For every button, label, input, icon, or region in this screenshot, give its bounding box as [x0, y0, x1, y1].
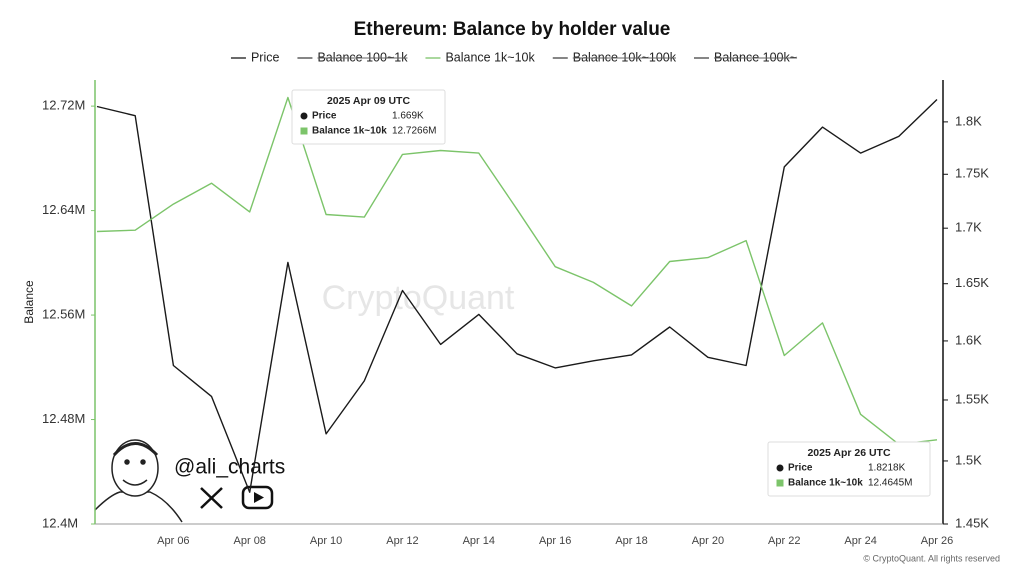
youtube-icon	[241, 485, 274, 510]
x-tick-label: Apr 10	[310, 535, 342, 547]
tooltip-label: Balance 1k~10k	[788, 478, 863, 489]
tooltip-label: Balance 1k~10k	[312, 126, 387, 137]
x-tick-label: Apr 26	[921, 535, 953, 547]
series-line	[96, 96, 938, 445]
chart-title: Ethereum: Balance by holder value	[354, 19, 671, 40]
y-tick-label: 12.4M	[42, 515, 78, 530]
tooltip: 2025 Apr 26 UTC Price 1.8218K Balance 1k~10…	[767, 441, 931, 497]
tooltip-marker	[300, 112, 308, 120]
legend-label: Price	[251, 50, 280, 64]
x-tick-label: Apr 06	[157, 535, 189, 547]
avatar	[94, 439, 183, 523]
y-axis-label: Balance	[22, 280, 36, 324]
x-tick-label: Apr 14	[463, 535, 495, 547]
copyright: © CryptoQuant. All rights reserved	[863, 553, 1000, 563]
x-icon	[200, 487, 223, 509]
tooltip-value: 12.7266M	[392, 126, 436, 137]
tooltip-marker	[776, 464, 784, 472]
x-tick-label: Apr 22	[768, 535, 800, 547]
x-tick-label: Apr 18	[615, 535, 647, 547]
tooltip-value: 12.4645M	[868, 478, 912, 489]
y2-tick-label: 1.5K	[955, 452, 982, 467]
tooltip-label: Price	[788, 463, 813, 474]
tooltip-value: 1.669K	[392, 111, 424, 122]
series-line	[96, 98, 938, 493]
x-tick-label: Apr 16	[539, 535, 571, 547]
tooltip-box	[291, 89, 446, 145]
legend-label: Balance 1k~10k	[445, 50, 535, 64]
x-tick-label: Apr 20	[692, 535, 724, 547]
y2-tick-label: 1.55K	[955, 391, 989, 406]
y2-tick-label: 1.65K	[955, 275, 989, 290]
legend-label: Balance 100~1k	[317, 50, 408, 64]
tooltip-label: Price	[312, 111, 337, 122]
legend-label: Balance 10k~100k	[573, 50, 677, 64]
tooltip-marker	[300, 127, 308, 135]
handle: @ali_charts	[174, 456, 285, 479]
y2-tick-label: 1.6K	[955, 332, 982, 347]
y-tick-label: 12.64M	[42, 202, 85, 217]
tooltip-title: 2025 Apr 26 UTC	[807, 447, 890, 459]
y2-tick-label: 1.75K	[955, 166, 989, 181]
tooltip: 2025 Apr 09 UTC Price 1.669K Balance 1k~10k…	[291, 89, 446, 145]
legend: Price Balance 100~1k Balance 1k~10k Balance…	[230, 50, 798, 64]
tooltip-value: 1.8218K	[868, 463, 906, 474]
x-tick-label: Apr 12	[386, 535, 418, 547]
tooltip-marker	[776, 479, 784, 487]
tooltip-title: 2025 Apr 09 UTC	[327, 95, 410, 107]
legend-label: Balance 100k~	[714, 50, 797, 64]
y2-tick-label: 1.7K	[955, 220, 982, 235]
y-tick-label: 12.48M	[42, 411, 85, 426]
y-tick-label: 12.72M	[42, 98, 85, 113]
x-tick-label: Apr 08	[234, 535, 266, 547]
x-tick-label: Apr 24	[844, 535, 876, 547]
y2-tick-label: 1.8K	[955, 113, 982, 128]
y2-tick-label: 1.45K	[955, 515, 989, 530]
tooltip-box	[767, 441, 931, 497]
y-tick-label: 12.56M	[42, 306, 85, 321]
watermark: CryptoQuant	[322, 279, 515, 317]
